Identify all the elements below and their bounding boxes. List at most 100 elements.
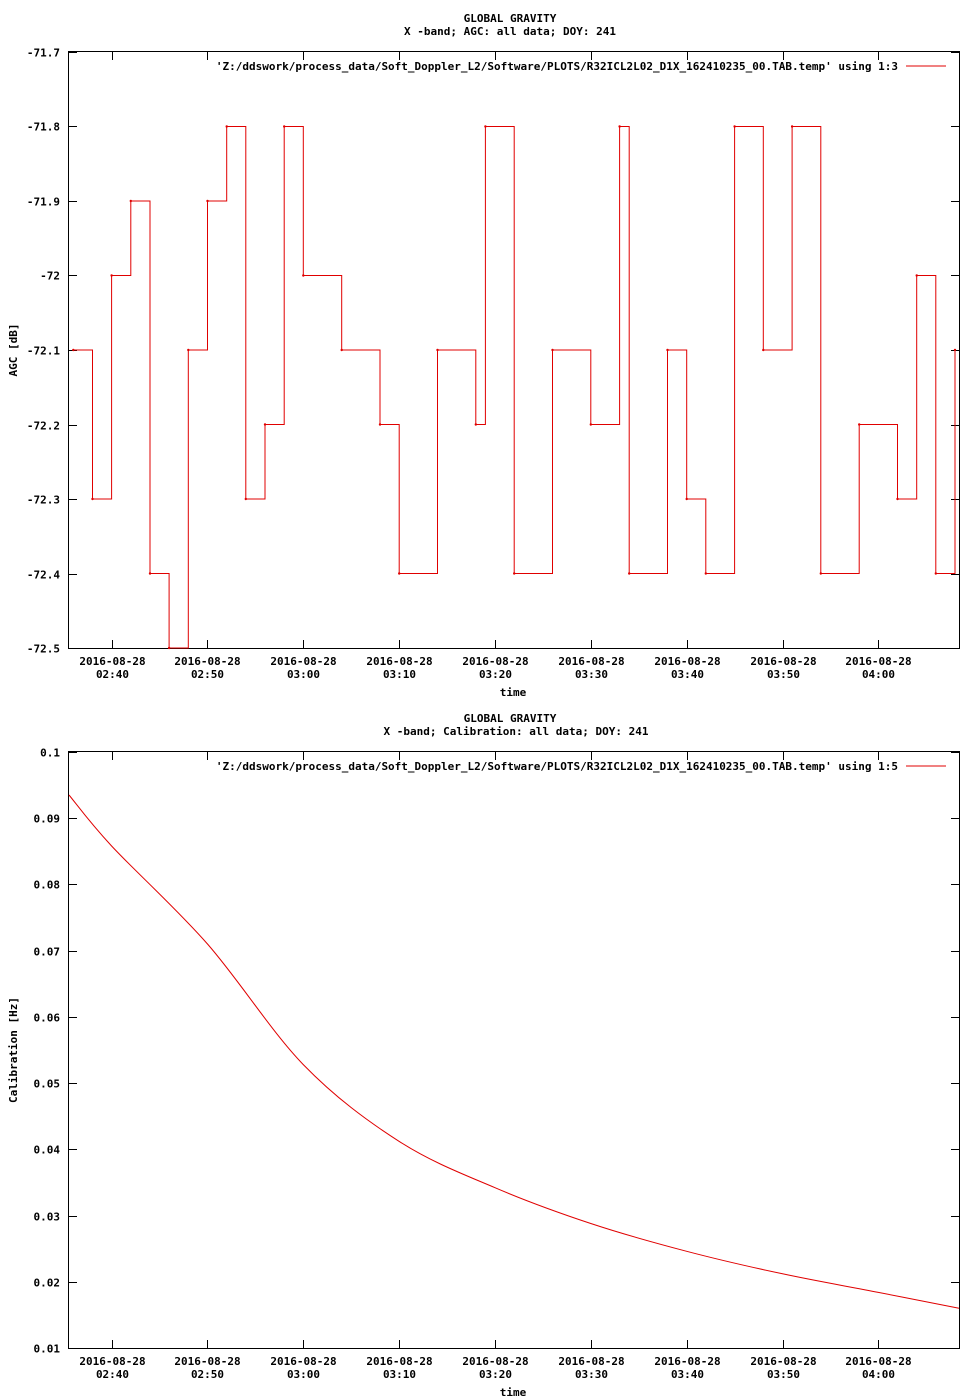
x-tick-label-time: 03:20 — [479, 1368, 512, 1381]
data-point — [484, 125, 487, 128]
y-axis-label: AGC [dB] — [7, 324, 20, 377]
x-tick-label-date: 2016-08-28 — [654, 655, 720, 668]
data-point — [474, 423, 477, 426]
data-point — [148, 572, 152, 575]
y-tick-label: -72.3 — [27, 494, 60, 507]
data-point — [589, 423, 592, 426]
x-axis-ticks: 2016-08-2802:402016-08-2802:502016-08-28… — [79, 52, 912, 681]
legend-label: 'Z:/ddswork/process_data/Soft_Doppler_L2… — [216, 60, 898, 73]
x-tick-label-date: 2016-08-28 — [270, 1355, 336, 1368]
x-axis-label: time — [500, 1386, 527, 1399]
x-tick-label-time: 03:40 — [671, 668, 704, 681]
y-tick-label: 0.05 — [34, 1078, 61, 1091]
data-point — [110, 274, 113, 277]
x-tick-label-date: 2016-08-28 — [270, 655, 336, 668]
data-point — [762, 348, 765, 352]
chart-subtitle: X -band; Calibration: all data; DOY: 241 — [384, 725, 649, 738]
x-tick-label-time: 04:00 — [862, 668, 895, 681]
x-tick-label-time: 03:30 — [575, 668, 608, 681]
x-tick-label-time: 04:00 — [862, 1368, 895, 1381]
x-tick-label-time: 03:50 — [767, 1368, 800, 1381]
data-point — [206, 199, 209, 203]
data-point — [858, 423, 861, 426]
x-tick-label-time: 03:00 — [287, 1368, 320, 1381]
y-tick-label: -72.1 — [27, 345, 60, 358]
data-point — [436, 348, 439, 352]
plot-frame — [68, 751, 960, 1349]
y-axis-label: Calibration [Hz] — [7, 997, 20, 1103]
x-tick-label-time: 02:40 — [96, 1368, 129, 1381]
y-tick-label: 0.1 — [40, 747, 60, 760]
x-tick-label-date: 2016-08-28 — [462, 1355, 528, 1368]
x-tick-label-time: 03:20 — [479, 668, 512, 681]
y-axis-ticks: 0.1 0.09 0.08 0.07 0.06 0.05 0.04 0.03 0.02 0.01 — [34, 747, 959, 1356]
y-tick-label: -71.8 — [27, 121, 60, 134]
x-tick-label-time: 03:50 — [767, 668, 800, 681]
y-tick-label: 0.07 — [34, 946, 61, 959]
data-point — [263, 423, 267, 426]
data-point — [340, 348, 343, 352]
data-point — [666, 348, 669, 352]
x-tick-label-time: 03:00 — [287, 668, 320, 681]
data-point — [283, 125, 286, 128]
data-point — [934, 572, 937, 575]
chart-title: GLOBAL GRAVITY — [464, 712, 557, 725]
y-tick-label: 0.02 — [34, 1277, 61, 1290]
data-point — [733, 125, 736, 128]
chart-title: GLOBAL GRAVITY — [464, 12, 557, 25]
data-point — [819, 572, 822, 575]
series-agc — [72, 125, 957, 650]
data-point — [513, 572, 516, 575]
plot-frame — [68, 51, 960, 649]
x-tick-label-date: 2016-08-28 — [845, 655, 911, 668]
y-tick-label: 0.01 — [34, 1343, 61, 1356]
agc-chart: GLOBAL GRAVITY X -band; AGC: all data; D… — [7, 12, 960, 699]
chart-subtitle: X -band; AGC: all data; DOY: 241 — [404, 25, 616, 38]
x-tick-label-time: 02:50 — [191, 668, 224, 681]
data-point — [72, 348, 75, 352]
y-tick-label: 0.08 — [34, 879, 61, 892]
y-tick-label: -72.5 — [27, 643, 60, 656]
x-tick-label-date: 2016-08-28 — [558, 655, 624, 668]
x-tick-label-date: 2016-08-28 — [79, 655, 145, 668]
y-tick-label: 0.09 — [34, 813, 61, 826]
x-tick-label-time: 03:30 — [575, 1368, 608, 1381]
data-point — [618, 125, 621, 128]
data-point — [187, 348, 190, 352]
data-point — [225, 125, 228, 128]
y-tick-label: -71.7 — [27, 47, 60, 60]
y-tick-label: -72.4 — [27, 569, 60, 582]
data-point — [685, 497, 688, 501]
x-tick-label-date: 2016-08-28 — [79, 1355, 145, 1368]
series-line — [68, 794, 960, 1309]
data-point — [398, 572, 401, 575]
y-axis-ticks: -71.7 -71.8 -71.9 -72 -72.1 -72.2 -72.3 -72.4 -7… — [27, 47, 959, 656]
data-point — [167, 646, 171, 650]
x-tick-label-date: 2016-08-28 — [654, 1355, 720, 1368]
x-axis-label: time — [500, 686, 527, 699]
data-point — [790, 125, 794, 128]
x-tick-label-date: 2016-08-28 — [845, 1355, 911, 1368]
data-point — [378, 423, 382, 426]
data-point — [704, 572, 707, 575]
data-point — [953, 348, 957, 352]
x-tick-label-date: 2016-08-28 — [366, 655, 432, 668]
x-tick-label-date: 2016-08-28 — [174, 1355, 240, 1368]
x-tick-label-date: 2016-08-28 — [558, 1355, 624, 1368]
y-tick-label: 0.03 — [34, 1211, 61, 1224]
y-tick-label: -71.9 — [27, 196, 60, 209]
y-tick-label: -72 — [40, 270, 60, 283]
data-point — [551, 348, 554, 352]
x-tick-label-time: 02:50 — [191, 1368, 224, 1381]
calibration-chart: GLOBAL GRAVITY X -band; Calibration: all… — [7, 712, 960, 1399]
data-point — [91, 497, 94, 501]
y-tick-label: 0.06 — [34, 1012, 61, 1025]
data-point — [915, 274, 918, 277]
x-tick-label-time: 03:10 — [383, 1368, 416, 1381]
x-tick-label-time: 03:10 — [383, 668, 416, 681]
y-tick-label: -72.2 — [27, 420, 60, 433]
series-line — [73, 126, 956, 649]
x-tick-label-date: 2016-08-28 — [750, 1355, 816, 1368]
x-tick-label-date: 2016-08-28 — [462, 655, 528, 668]
